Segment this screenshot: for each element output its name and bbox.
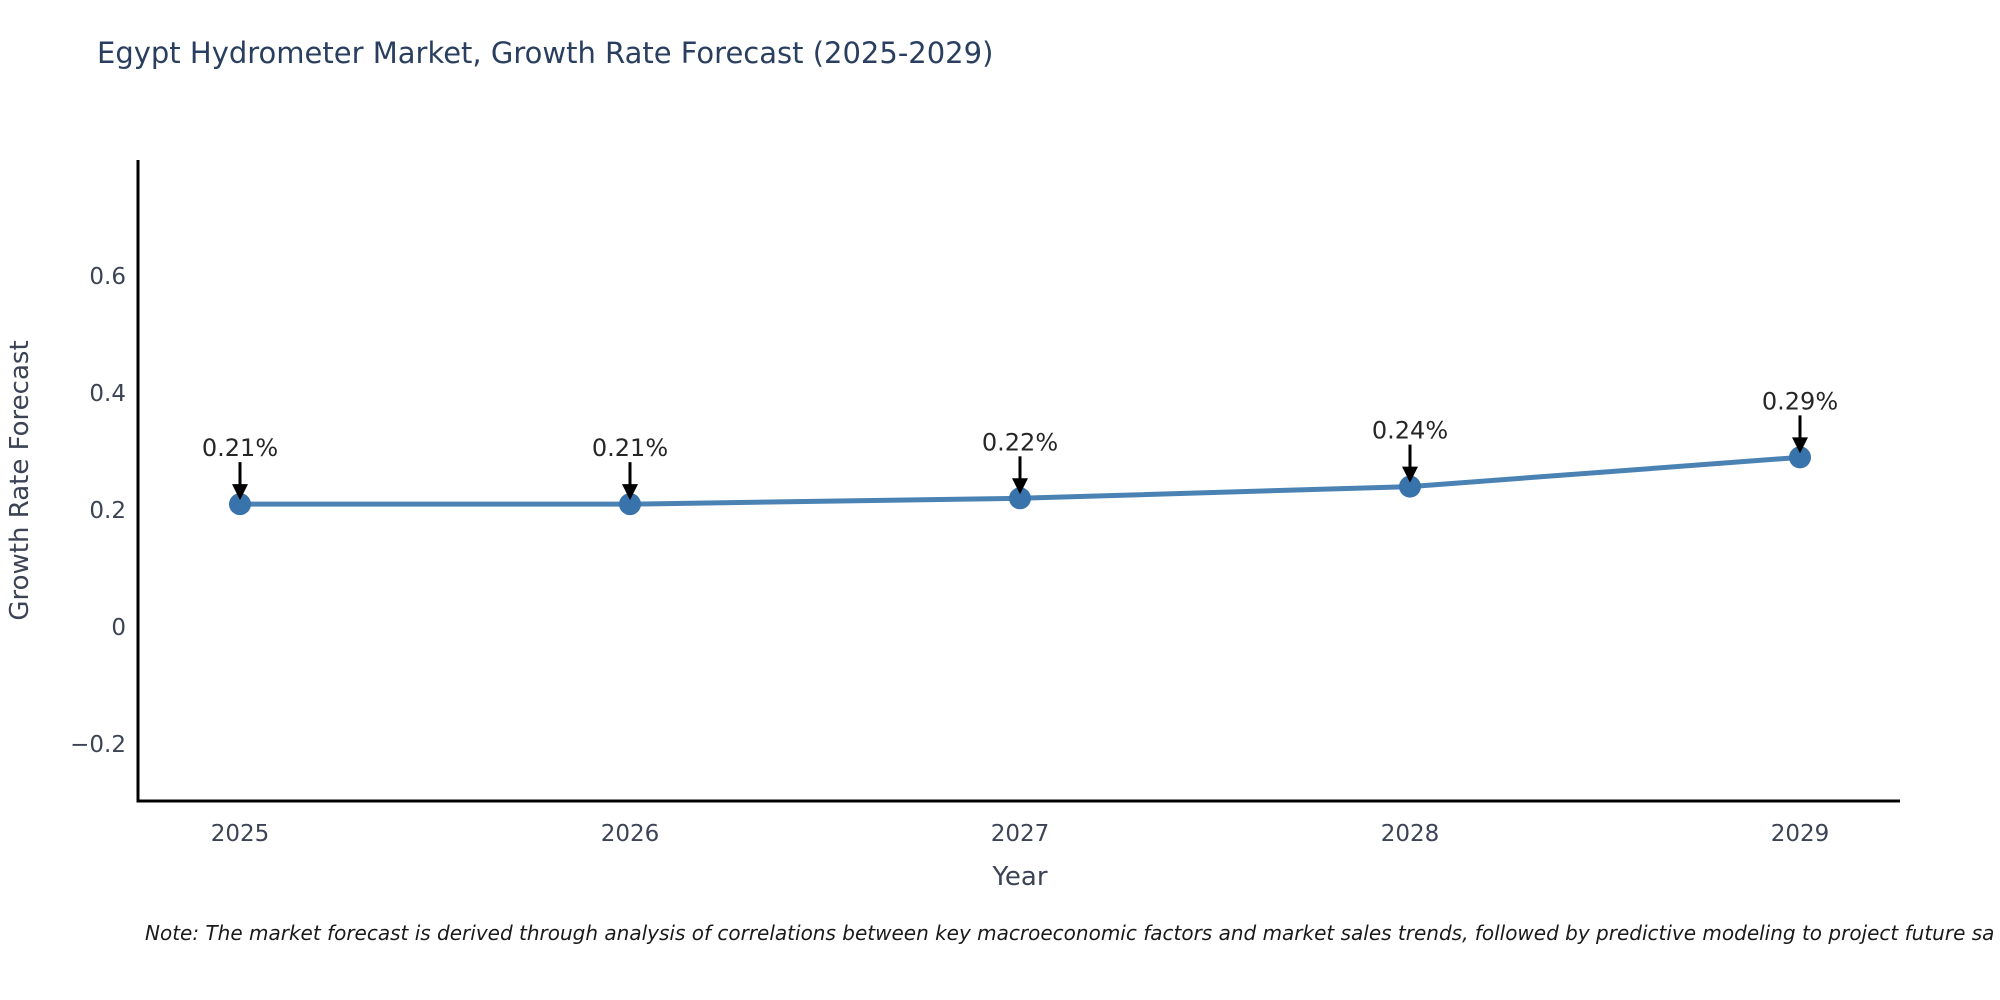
annotation-arrowhead-icon [622, 484, 638, 501]
data-point-2025 [229, 493, 251, 516]
x-tick-label: 2026 [601, 821, 660, 847]
data-point-2027 [1009, 487, 1031, 510]
y-tick-label: 0.6 [89, 264, 126, 290]
y-tick-label: −0.2 [70, 732, 126, 758]
y-tick-label: 0 [111, 615, 126, 641]
y-tick-label: 0.4 [89, 381, 126, 407]
annotation-arrowhead-icon [1012, 478, 1028, 495]
x-tick-label: 2025 [211, 821, 270, 847]
data-point-2028 [1399, 475, 1421, 498]
data-point-label: 0.21% [202, 434, 278, 462]
data-point-label: 0.24% [1372, 417, 1448, 445]
data-point-label: 0.21% [592, 434, 668, 462]
data-point-2029 [1789, 446, 1811, 469]
annotation-arrowhead-icon [1402, 466, 1418, 483]
chart-title: Egypt Hydrometer Market, Growth Rate For… [97, 36, 994, 70]
data-point-2026 [619, 493, 641, 516]
y-tick-label: 0.2 [89, 498, 126, 524]
x-axis-title: Year [991, 862, 1047, 892]
annotation-arrowhead-icon [232, 484, 248, 501]
chart-footnote: Note: The market forecast is derived thr… [145, 921, 1995, 945]
data-point-label: 0.22% [982, 428, 1058, 456]
y-axis-title: Growth Rate Forecast [5, 340, 35, 620]
x-tick-label: 2028 [1381, 821, 1440, 847]
data-point-label: 0.29% [1762, 387, 1838, 415]
x-tick-label: 2027 [991, 821, 1050, 847]
annotation-arrowhead-icon [1792, 437, 1808, 454]
x-tick-label: 2029 [1771, 821, 1830, 847]
